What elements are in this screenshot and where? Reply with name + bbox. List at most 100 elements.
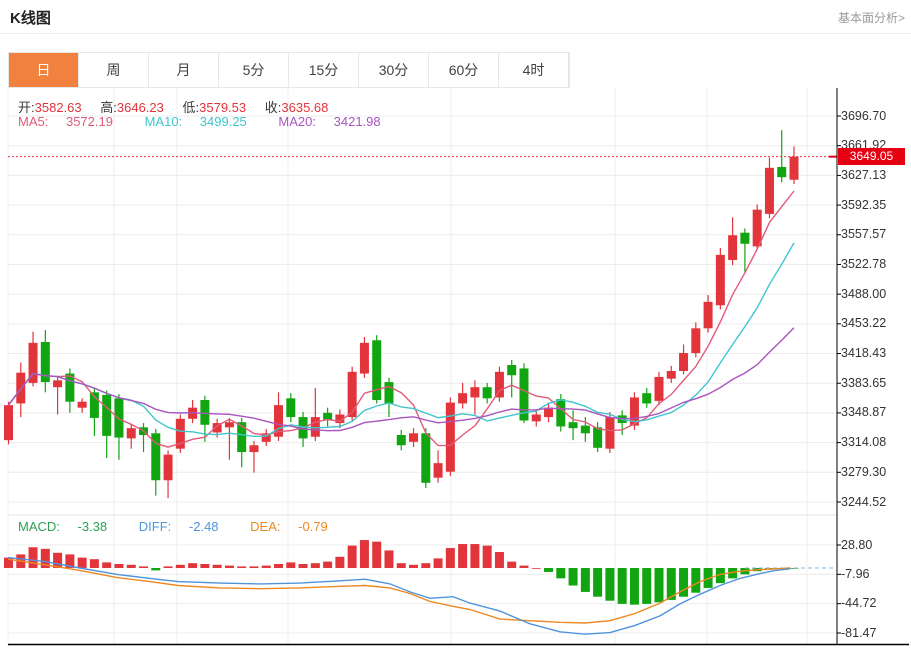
tab-4hour[interactable]: 4时 bbox=[499, 53, 569, 87]
tab-month[interactable]: 月 bbox=[149, 53, 219, 87]
macd-axis-label: 28.80 bbox=[841, 537, 873, 552]
tab-day[interactable]: 日 bbox=[9, 53, 79, 87]
macd-bar bbox=[642, 567, 652, 604]
candle-body bbox=[200, 400, 210, 425]
macd-bar bbox=[323, 561, 333, 568]
candle-body bbox=[629, 397, 639, 426]
macd-bar bbox=[310, 563, 320, 568]
candle-body bbox=[580, 425, 590, 434]
macd-bar bbox=[433, 558, 443, 568]
candle-body bbox=[691, 328, 701, 354]
candle-body bbox=[151, 433, 161, 481]
macd-bar bbox=[274, 563, 284, 568]
tab-30min[interactable]: 30分 bbox=[359, 53, 429, 87]
macd-bar bbox=[286, 562, 296, 568]
candle-body bbox=[507, 365, 517, 376]
macd-bar bbox=[494, 552, 504, 568]
header-divider bbox=[0, 33, 911, 34]
macd-bar bbox=[666, 567, 676, 600]
macd-value-readout: MACD: -3.38 bbox=[18, 519, 108, 534]
macd-axis-label: -44.72 bbox=[841, 596, 877, 611]
candle-body bbox=[384, 382, 394, 404]
macd-bar bbox=[40, 548, 50, 568]
high-label: 高: bbox=[100, 100, 117, 115]
macd-bar bbox=[188, 563, 198, 568]
candle-body bbox=[544, 407, 554, 418]
candle-body bbox=[789, 156, 799, 180]
macd-bar bbox=[163, 566, 173, 568]
price-axis-label: 3348.87 bbox=[841, 405, 887, 420]
ma10-readout: MA10: 3499.25 bbox=[144, 114, 247, 129]
dea-value-readout: DEA: -0.79 bbox=[250, 519, 328, 534]
candle-body bbox=[347, 371, 357, 418]
candle-body bbox=[605, 417, 615, 449]
candle-body bbox=[433, 463, 443, 478]
candle-body bbox=[77, 401, 87, 408]
candle-body bbox=[114, 398, 124, 438]
price-axis-label: 3244.52 bbox=[841, 494, 887, 509]
candle-body bbox=[531, 414, 541, 422]
ma10-line bbox=[7, 242, 795, 438]
macd-bar bbox=[544, 567, 554, 572]
candle-body bbox=[666, 370, 676, 379]
macd-bar bbox=[458, 544, 468, 568]
ohlc-readout: 开:3582.63 高:3646.23 低:3579.53 收:3635.68 bbox=[18, 97, 343, 116]
macd-bar bbox=[126, 564, 136, 568]
candle-body bbox=[679, 353, 689, 371]
fundamental-analysis-link[interactable]: 基本面分析> bbox=[837, 11, 905, 25]
macd-bar bbox=[396, 563, 406, 568]
macd-bar bbox=[556, 567, 566, 579]
macd-bar bbox=[728, 567, 738, 579]
tab-60min[interactable]: 60分 bbox=[429, 53, 499, 87]
macd-bar bbox=[89, 559, 99, 568]
candle-body bbox=[728, 235, 738, 261]
dea-line bbox=[7, 558, 791, 624]
candle-body bbox=[310, 417, 320, 437]
macd-bar bbox=[298, 563, 308, 568]
candle-body bbox=[175, 418, 185, 449]
macd-bar bbox=[139, 566, 149, 568]
macd-bar bbox=[605, 567, 615, 601]
macd-axis-label: -7.96 bbox=[841, 566, 870, 581]
price-axis-label: 3418.43 bbox=[841, 346, 887, 361]
macd-bar bbox=[77, 557, 87, 568]
macd-bar bbox=[445, 548, 455, 568]
high-value: 3646.23 bbox=[116, 100, 164, 115]
candle-body bbox=[237, 422, 247, 453]
candle-body bbox=[764, 167, 774, 214]
macd-bar bbox=[261, 565, 271, 568]
price-axis-label: 3696.70 bbox=[841, 108, 887, 123]
candle-body bbox=[445, 402, 455, 472]
macd-bar bbox=[470, 544, 480, 568]
macd-bar bbox=[237, 566, 247, 568]
candle-body bbox=[519, 368, 529, 421]
candle-body bbox=[65, 373, 75, 402]
tab-15min[interactable]: 15分 bbox=[289, 53, 359, 87]
macd-bar bbox=[200, 563, 210, 568]
candle-body bbox=[163, 454, 173, 481]
candle-body bbox=[396, 435, 406, 446]
candle-body bbox=[249, 445, 259, 453]
macd-bar bbox=[102, 562, 112, 568]
macd-bar bbox=[409, 564, 419, 568]
candle-body bbox=[89, 392, 99, 418]
candle-body bbox=[556, 399, 566, 427]
macd-bar bbox=[359, 540, 369, 568]
macd-bar bbox=[593, 567, 603, 597]
macd-bar bbox=[372, 541, 382, 568]
candle-body bbox=[323, 412, 333, 420]
candle-body bbox=[372, 340, 382, 401]
candle-body bbox=[409, 433, 419, 442]
macd-bar bbox=[691, 567, 701, 593]
macd-bar bbox=[53, 552, 63, 568]
macd-axis-label: -81.47 bbox=[841, 625, 877, 640]
tab-week[interactable]: 周 bbox=[79, 53, 149, 87]
macd-bar bbox=[421, 563, 431, 568]
tab-5min[interactable]: 5分 bbox=[219, 53, 289, 87]
page-title: K线图 bbox=[10, 10, 51, 27]
candle-body bbox=[470, 387, 480, 398]
candle-body bbox=[752, 209, 762, 247]
